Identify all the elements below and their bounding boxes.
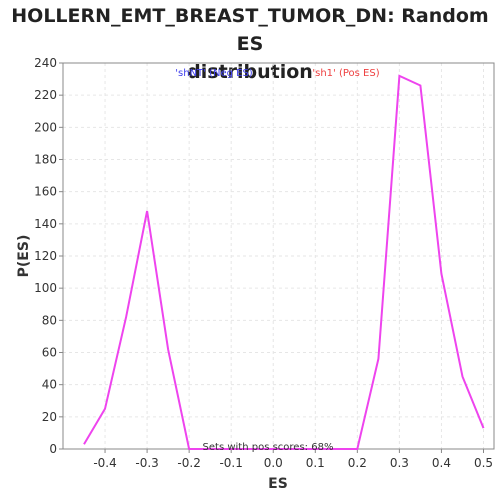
x-tick-label: -0.3: [135, 456, 158, 470]
chart-title: HOLLERN_EMT_BREAST_TUMOR_DN: Random ES d…: [0, 2, 500, 86]
y-tick-label: 40: [42, 378, 57, 392]
pos-annotation: 'sh1' (Pos ES): [312, 68, 379, 79]
y-tick-label: 200: [34, 120, 57, 134]
y-tick-label: 100: [34, 281, 57, 295]
x-tick-label: -0.2: [177, 456, 200, 470]
y-tick-label: 140: [34, 217, 57, 231]
y-tick-label: 60: [42, 346, 57, 360]
x-tick-label: 0.5: [474, 456, 493, 470]
neg-annotation: 'shNT' (Neg ES): [175, 68, 253, 79]
x-tick-label: 0.3: [390, 456, 409, 470]
y-tick-label: 80: [42, 313, 57, 327]
series-line: [83, 74, 485, 450]
x-tick-label: -0.1: [219, 456, 242, 470]
y-tick-label: 240: [34, 56, 57, 70]
footer-annotation: Sets with pos scores: 68%: [203, 442, 334, 453]
x-axis-ticks: -0.4 -0.3 -0.2 -0.1 0.0 0.1 0.2 0.3 0.4 0.5: [93, 449, 493, 470]
chart-title-line1: HOLLERN_EMT_BREAST_TUMOR_DN: Random ES: [11, 5, 489, 55]
y-tick-label: 0: [49, 442, 57, 456]
y-tick-label: 180: [34, 153, 57, 167]
x-tick-label: 0.2: [348, 456, 367, 470]
grid-lines: [63, 62, 494, 450]
x-tick-label: -0.4: [93, 456, 116, 470]
x-axis-label: ES: [268, 476, 288, 492]
y-axis-ticks: 0 20 40 60 80 100 120 140 160 180 200 220 240: [34, 56, 63, 456]
y-tick-label: 20: [42, 410, 57, 424]
x-tick-label: 0.4: [432, 456, 451, 470]
chart-title-line2: distribution: [187, 61, 313, 83]
y-tick-label: 160: [34, 185, 57, 199]
y-tick-label: 120: [34, 249, 57, 263]
x-tick-label: 0.0: [264, 456, 283, 470]
y-axis-label: P(ES): [16, 235, 32, 278]
x-tick-label: 0.1: [306, 456, 325, 470]
y-tick-label: 220: [34, 88, 57, 102]
